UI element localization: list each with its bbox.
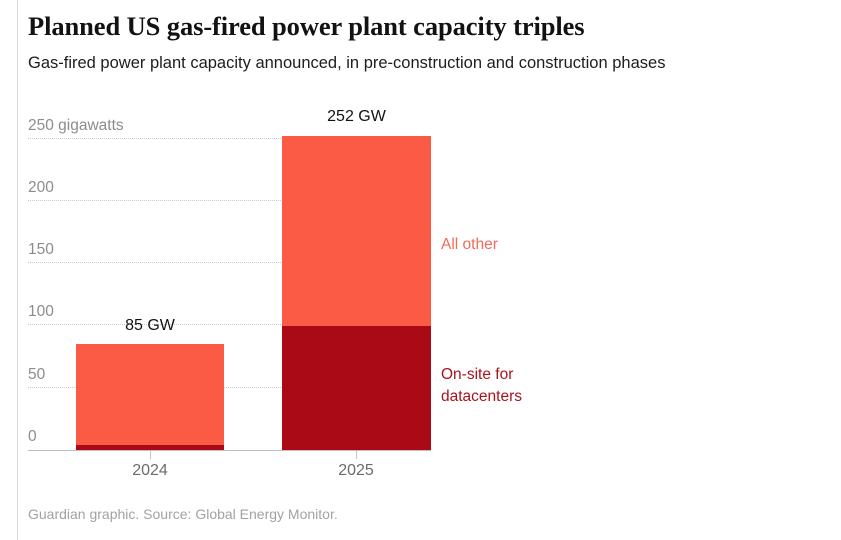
bar-segment-all-other-2024[interactable] <box>76 344 224 445</box>
gridline-200 <box>28 200 431 201</box>
y-tick-label-100: 100 <box>28 303 54 320</box>
gridline-50 <box>28 387 431 388</box>
bar-2025[interactable] <box>282 136 431 450</box>
bar-segment-on-site-2024[interactable] <box>76 445 224 450</box>
bar-segment-all-other-2025[interactable] <box>282 136 431 326</box>
x-tick-2024 <box>150 451 151 459</box>
page-title: Planned US gas-fired power plant capacit… <box>28 11 585 41</box>
x-axis-line <box>28 450 431 451</box>
y-tick-label-250: 250 gigawatts <box>28 117 124 134</box>
y-tick-label-150: 150 <box>28 241 54 258</box>
source-footnote: Guardian graphic. Source: Global Energy … <box>28 506 338 522</box>
chart-subtitle: Gas-fired power plant capacity announced… <box>28 54 666 72</box>
bar-segment-on-site-2025[interactable] <box>282 326 431 450</box>
bar-total-label-2025: 252 GW <box>327 108 386 125</box>
x-tick-2025 <box>356 451 357 459</box>
plot-area <box>28 136 431 450</box>
x-tick-label-2025: 2025 <box>338 462 374 479</box>
bar-2024[interactable] <box>76 344 224 450</box>
left-border-rule <box>17 0 18 540</box>
chart-header: Planned US gas-fired power plant capacit… <box>28 0 828 74</box>
gridline-150 <box>28 262 431 263</box>
legend-label-all-other: All other <box>441 236 498 253</box>
y-tick-label-50: 50 <box>28 366 46 383</box>
y-tick-label-200: 200 <box>28 179 54 196</box>
x-tick-label-2024: 2024 <box>132 462 168 479</box>
bar-total-label-2024: 85 GW <box>125 317 175 334</box>
legend-label-on-site-for-datacenters: On-site for datacenters <box>441 366 522 405</box>
y-tick-label-0: 0 <box>28 428 37 445</box>
gridline-100 <box>28 324 431 325</box>
gridline-250 <box>28 138 431 139</box>
